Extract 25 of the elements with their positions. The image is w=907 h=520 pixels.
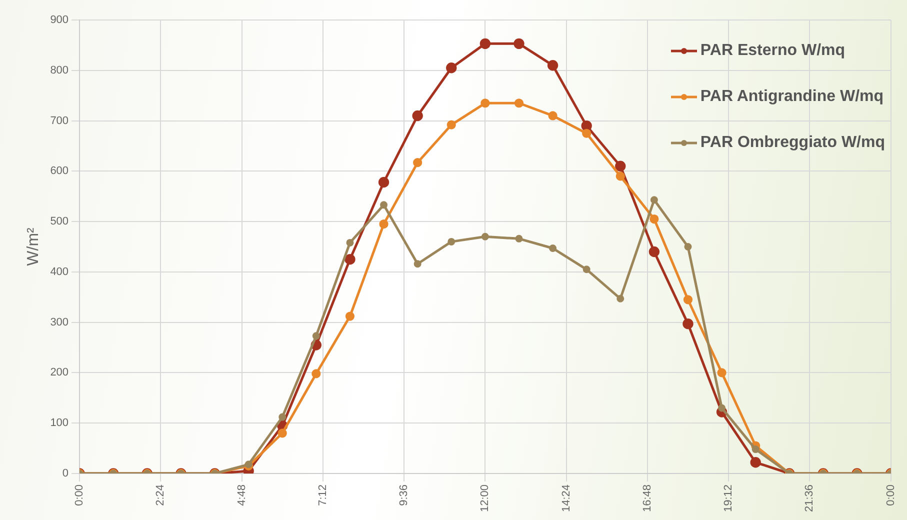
x-tick-label: 16:48 (641, 484, 654, 512)
legend-label: PAR Esterno W/mq (700, 42, 846, 60)
x-tick-label: 19:12 (722, 484, 735, 512)
y-tick-label: 600 (50, 165, 69, 178)
y-tick-label: 500 (50, 216, 69, 228)
legend-label: PAR Ombreggiato W/mq (700, 134, 885, 152)
x-tick-label: 0:00 (74, 484, 86, 506)
y-tick-label: 300 (50, 316, 69, 328)
x-tick-label: 9:36 (398, 484, 410, 506)
x-tick-label: 14:24 (560, 484, 572, 512)
x-tick-label: 0:00 (884, 484, 897, 506)
legend-label: PAR Antigrandine W/mq (700, 88, 884, 106)
y-axis-title: W/m² (25, 226, 42, 266)
x-tick-label: 2:24 (154, 484, 167, 506)
y-tick-label: 900 (50, 14, 69, 26)
y-tick-label: 200 (50, 366, 69, 379)
y-tick-label: 800 (50, 64, 69, 76)
x-tick-label: 4:48 (236, 484, 248, 506)
x-tick-label: 12:00 (479, 484, 492, 512)
y-tick-label: 400 (50, 266, 69, 278)
y-tick-label: 100 (50, 417, 69, 430)
y-tick-label: 0 (62, 468, 69, 480)
y-tick-label: 700 (50, 114, 69, 127)
x-tick-label: 21:36 (804, 484, 816, 512)
x-tick-label: 7:12 (316, 484, 329, 506)
